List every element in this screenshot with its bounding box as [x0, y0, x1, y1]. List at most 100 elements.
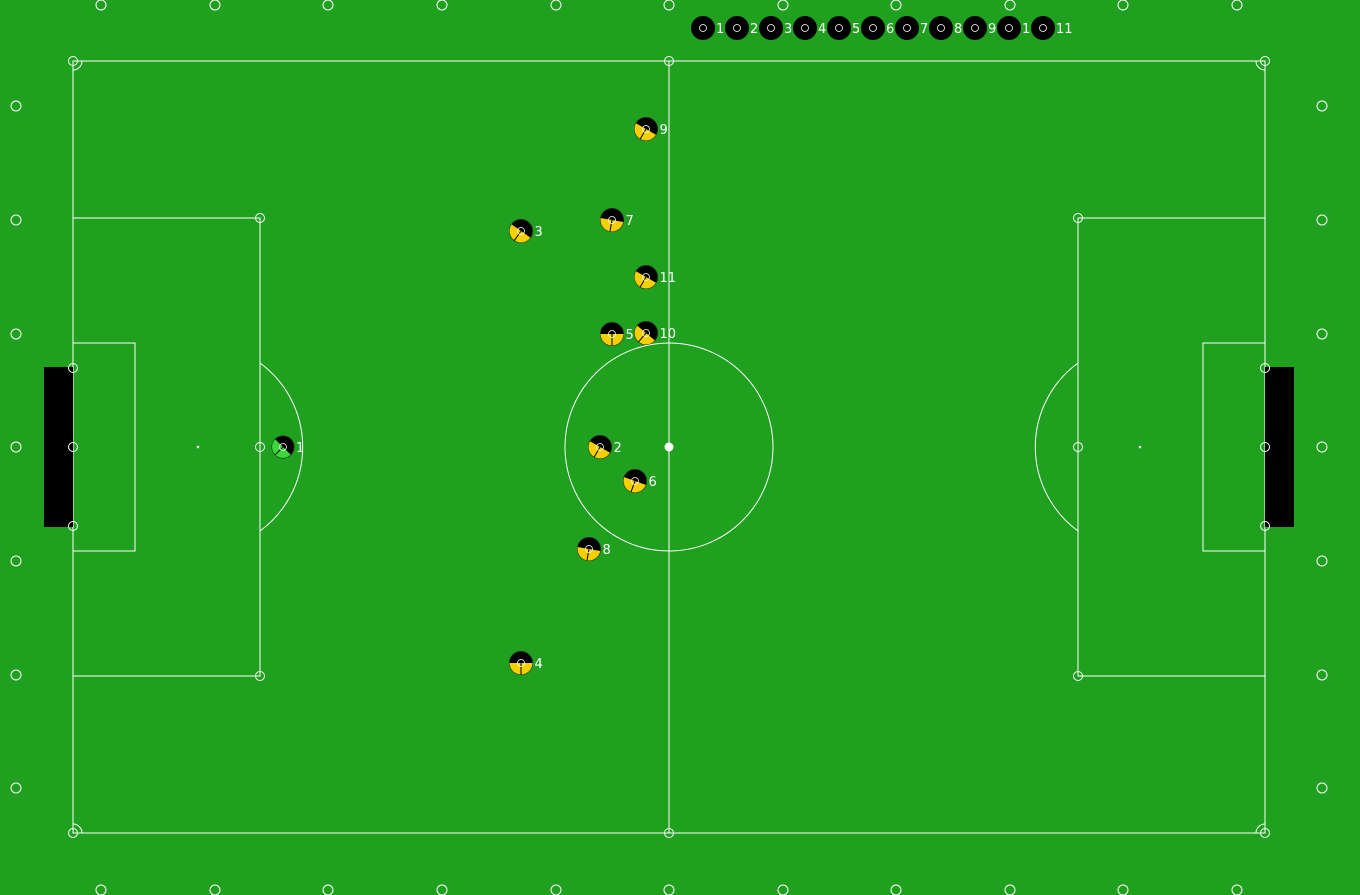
substitute-body	[1031, 16, 1055, 40]
field-flag-icon	[1231, 0, 1243, 11]
field-flag-icon	[1316, 555, 1328, 567]
player-marker-icon[interactable]: 6	[623, 469, 657, 493]
substitute-body	[997, 16, 1021, 40]
substitute-center	[767, 24, 775, 32]
field-flag-icon	[890, 0, 902, 11]
players: 1 2 3 4 5 6 7 8 9 10 11	[271, 117, 677, 675]
substitute-center	[801, 24, 809, 32]
field-marker	[255, 671, 265, 681]
field-marker	[68, 828, 78, 838]
substitute-body	[895, 16, 919, 40]
player-marker-icon[interactable]: 5	[600, 322, 634, 346]
substitute-marker-icon[interactable]: 6	[861, 16, 894, 40]
substitute-marker-icon[interactable]: 5	[827, 16, 860, 40]
field-marker	[68, 442, 78, 452]
player-accent	[588, 441, 610, 459]
substitute-marker-icon[interactable]: 9	[963, 16, 996, 40]
substitute-marker-icon[interactable]: 4	[793, 16, 826, 40]
field-flag-icon	[10, 100, 22, 112]
field-marker	[1260, 442, 1270, 452]
player-marker-icon[interactable]: 8	[577, 537, 611, 561]
corner-arc-bottom-left	[72, 823, 83, 834]
player-number: 1	[296, 441, 304, 456]
heading-line	[274, 446, 284, 456]
substitute-number: 1	[716, 22, 724, 37]
field-flag-icon	[322, 884, 334, 895]
substitute-marker-icon[interactable]: 7	[895, 16, 928, 40]
left-penalty-spot	[196, 445, 200, 449]
field-flag-icon	[10, 782, 22, 794]
substitute-number: 11	[1056, 22, 1073, 37]
field-marker	[1073, 213, 1083, 223]
substitute-number: 8	[954, 22, 962, 37]
left-penalty-arc	[259, 362, 304, 532]
player-number: 6	[649, 475, 657, 490]
heading-line	[639, 276, 647, 288]
field-flag-icon	[1316, 441, 1328, 453]
substitute-number: 7	[920, 22, 928, 37]
substitute-center	[1039, 24, 1047, 32]
player-marker-icon[interactable]: 10	[634, 321, 677, 345]
player-center	[608, 330, 616, 338]
player-accent	[577, 547, 601, 561]
player-number: 3	[535, 225, 543, 240]
substitute-marker-icon[interactable]: 2	[725, 16, 758, 40]
player-marker-icon[interactable]: 4	[509, 651, 543, 675]
player-center	[585, 545, 593, 553]
player-center	[608, 216, 616, 224]
player-center	[279, 443, 287, 451]
player-marker-icon[interactable]: 3	[509, 219, 543, 243]
field-flag-icon	[1316, 782, 1328, 794]
substitute-marker-icon[interactable]: 8	[929, 16, 962, 40]
field-flag-icon	[209, 884, 221, 895]
field-flag-icon	[777, 0, 789, 11]
field-marker	[664, 56, 674, 66]
substitute-body	[691, 16, 715, 40]
field-flag-icon	[436, 884, 448, 895]
player-center	[631, 477, 639, 485]
right-penalty-box	[1077, 217, 1266, 677]
player-number: 11	[660, 271, 677, 286]
player-accent	[600, 218, 624, 232]
player-marker-icon[interactable]: 11	[634, 265, 677, 289]
player-number: 7	[626, 214, 634, 229]
player-center	[596, 443, 604, 451]
field-flag-icon	[10, 555, 22, 567]
substitute-marker-icon[interactable]: 1	[997, 16, 1030, 40]
right-penalty-spot	[1138, 445, 1142, 449]
substitute-center	[1005, 24, 1013, 32]
heading-line	[638, 332, 647, 343]
substitute-marker-icon[interactable]: 3	[759, 16, 792, 40]
substitute-number: 2	[750, 22, 758, 37]
field-flag-icon	[10, 669, 22, 681]
field-flag-icon	[890, 884, 902, 895]
substitute-number: 5	[852, 22, 860, 37]
field-marker	[68, 363, 78, 373]
player-marker-icon[interactable]: 9	[634, 117, 668, 141]
player-center	[517, 659, 525, 667]
player-marker-icon[interactable]: 2	[588, 435, 622, 459]
field-flag-icon	[1316, 214, 1328, 226]
field-marker	[1260, 363, 1270, 373]
field-marker	[255, 213, 265, 223]
center-spot	[664, 442, 674, 452]
heading-line	[593, 446, 601, 458]
field-flag-icon	[1316, 669, 1328, 681]
heading-line	[586, 548, 590, 561]
substitute-number: 1	[1022, 22, 1030, 37]
substitute-body	[861, 16, 885, 40]
substitute-center	[869, 24, 877, 32]
substitute-marker-icon[interactable]: 1	[691, 16, 724, 40]
player-center	[517, 227, 525, 235]
field-marker	[664, 828, 674, 838]
player-marker-icon[interactable]: 1	[271, 435, 304, 459]
field-marker	[1260, 521, 1270, 531]
field-flag-icon	[1004, 884, 1016, 895]
substitute-marker-icon[interactable]: 11	[1031, 16, 1073, 40]
field-flag-icon	[95, 0, 107, 11]
field-flag-icon	[209, 0, 221, 11]
field-marker	[1260, 56, 1270, 66]
player-marker-icon[interactable]: 7	[600, 208, 634, 232]
player-number: 10	[660, 327, 677, 342]
